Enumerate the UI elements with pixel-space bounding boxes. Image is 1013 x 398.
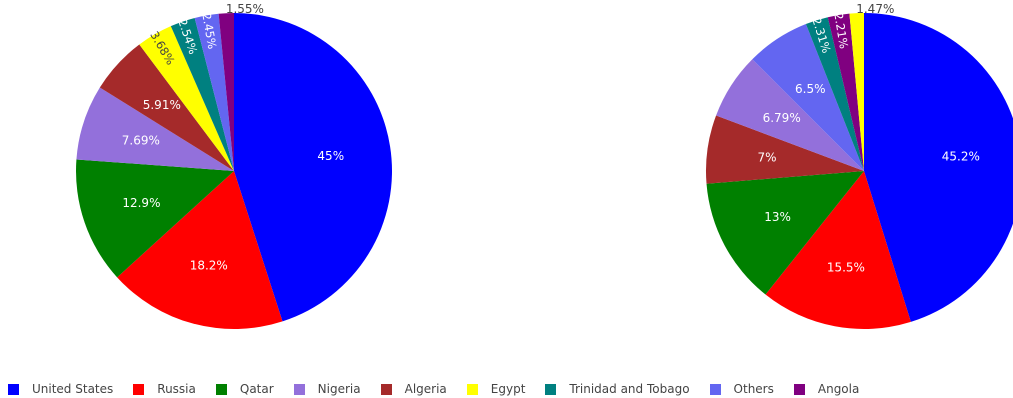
legend-swatch-russia: [133, 383, 145, 395]
legend-swatch-others: [709, 383, 721, 395]
legend-item-nigeria[interactable]: Nigeria: [293, 382, 361, 396]
slice-label-united-states-right: 45.2%: [942, 149, 980, 163]
legend-label-united-states: United States: [32, 382, 114, 396]
slice-qatar-right[interactable]: [706, 171, 864, 295]
slice-label-nigeria-right: 6.79%: [763, 111, 801, 125]
legend-item-others[interactable]: Others: [709, 382, 774, 396]
slice-nigeria-left[interactable]: [76, 87, 234, 171]
slice-nigeria-right[interactable]: [716, 59, 864, 171]
legend-item-qatar[interactable]: Qatar: [215, 382, 274, 396]
slice-trinidad-and-tobago-right[interactable]: [805, 17, 864, 172]
slice-angola-left[interactable]: [218, 13, 234, 171]
legend-item-angola[interactable]: Angola: [793, 382, 860, 396]
slice-egypt-right[interactable]: [849, 12, 864, 171]
slice-algeria-left[interactable]: [99, 44, 234, 171]
legend-label-nigeria: Nigeria: [317, 382, 361, 396]
legend-label-russia: Russia: [157, 382, 196, 396]
legend-item-united-states[interactable]: United States: [8, 382, 113, 396]
slice-russia-right[interactable]: [765, 171, 911, 330]
slice-label-others-right: 6.5%: [795, 82, 826, 96]
legend-label-angola: Angola: [817, 382, 860, 396]
slice-russia-left[interactable]: [117, 171, 283, 330]
legend-swatch-nigeria: [293, 383, 305, 395]
slice-label-russia-left: 18.2%: [190, 259, 228, 273]
legend-item-trinidad-and-tobago[interactable]: Trinidad and Tobago: [545, 382, 690, 396]
slice-label-russia-right: 15.5%: [827, 260, 865, 274]
slice-algeria-right[interactable]: [705, 115, 864, 184]
slice-angola-right[interactable]: [827, 13, 864, 172]
legend-item-russia[interactable]: Russia: [133, 382, 196, 396]
pie-chart-left: 45%18.2%12.9%7.69%5.91%3.68%2.54%2.45%1.…: [75, 2, 393, 330]
legend-swatch-angola: [793, 383, 805, 395]
legend-label-algeria: Algeria: [404, 382, 447, 396]
legend-swatch-algeria: [380, 383, 392, 395]
legend-label-qatar: Qatar: [239, 382, 274, 396]
legend-swatch-egypt: [466, 383, 478, 395]
slice-label-algeria-right: 7%: [757, 150, 776, 164]
legend-label-egypt: Egypt: [490, 382, 526, 396]
legend: United States Russia Qatar Nigeria Algeria Eg…: [8, 382, 879, 396]
slice-united-states-left[interactable]: [234, 13, 393, 322]
slice-label-angola-left: 1.55%: [226, 2, 264, 16]
slice-egypt-left[interactable]: [139, 26, 234, 172]
slice-trinidad-and-tobago-left[interactable]: [170, 17, 234, 171]
legend-swatch-qatar: [215, 383, 227, 395]
slice-label-angola-right: 2.21%: [831, 11, 851, 49]
slice-label-egypt-right: 1.47%: [856, 2, 894, 16]
legend-swatch-united-states: [8, 383, 19, 395]
legend-item-algeria[interactable]: Algeria: [380, 382, 447, 396]
slice-others-left[interactable]: [194, 13, 234, 171]
pie-chart-right: 45.2%15.5%13%7%6.79%6.5%2.31%2.21%1.47%: [705, 2, 1013, 330]
slice-others-right[interactable]: [752, 24, 864, 172]
legend-item-egypt[interactable]: Egypt: [466, 382, 526, 396]
slice-label-united-states-left: 45%: [317, 149, 344, 163]
slice-label-qatar-left: 12.9%: [122, 196, 160, 210]
slice-label-others-left: 2.45%: [199, 12, 219, 50]
legend-swatch-trinidad-and-tobago: [545, 383, 557, 395]
slice-united-states-right[interactable]: [864, 13, 1013, 322]
legend-label-trinidad-and-tobago: Trinidad and Tobago: [569, 382, 690, 396]
slice-label-qatar-right: 13%: [764, 210, 791, 224]
slice-label-algeria-left: 5.91%: [143, 98, 181, 112]
slice-label-nigeria-left: 7.69%: [122, 134, 160, 148]
slice-qatar-left[interactable]: [75, 159, 235, 278]
legend-label-others: Others: [733, 382, 774, 396]
